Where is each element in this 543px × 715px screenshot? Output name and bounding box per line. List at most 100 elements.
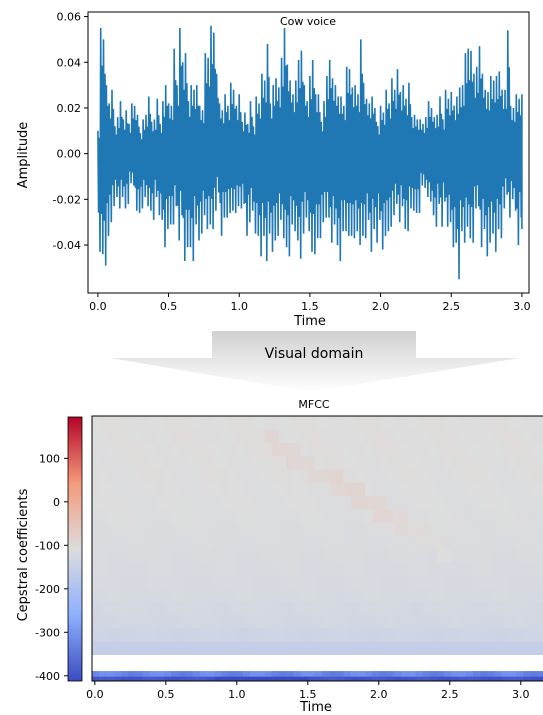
mfcc-cell [127,455,136,470]
mfcc-cell [480,522,488,536]
mfcc-cell [228,561,237,576]
mfcc-cell [257,614,265,629]
mfcc-cell [228,495,237,510]
mfcc-cell [106,641,115,655]
mfcc-cell [472,495,481,510]
mfcc-cell [357,548,366,563]
mfcc-cell [314,676,323,682]
mfcc-cell [537,508,543,523]
mfcc-cell [185,575,194,589]
mfcc-cell [422,469,431,483]
mfcc-cell [415,676,424,682]
mfcc-cell [99,442,107,457]
waveform-x-label: Time [293,314,326,329]
mfcc-cell [264,522,273,536]
mfcc-cell [199,671,208,677]
mfcc-cell [307,535,316,549]
mfcc-cell [415,614,424,629]
mfcc-cell [523,641,531,655]
mfcc-cell [365,641,373,655]
mfcc-cell [458,508,467,523]
mfcc-cell [357,588,366,602]
mfcc-cell [487,508,495,523]
mfcc-cell [257,628,265,642]
mfcc-cell [350,575,359,589]
mfcc-cell [192,495,201,510]
mfcc-cell [300,508,309,523]
mfcc-cell [336,548,345,563]
mfcc-cell [350,482,359,496]
mfcc-cell [530,535,539,549]
waveform-x-tick-label: 0.0 [89,300,107,313]
mfcc-cell [465,588,474,602]
mfcc-cell [379,641,388,655]
mfcc-cell [250,442,258,457]
mfcc-cell [458,429,467,443]
mfcc-cell [314,455,323,470]
mfcc-cell [393,676,402,682]
mfcc-cell [185,671,194,677]
mfcc-cell [120,575,129,589]
mfcc-cell [264,482,273,496]
mfcc-cell [480,508,488,523]
mfcc-cell [314,416,323,430]
mfcc-cell [516,416,524,430]
mfcc-cell [278,469,287,483]
mfcc-cell [199,442,208,457]
mfcc-cell [393,508,402,523]
mfcc-cell [113,508,122,523]
mfcc-cell [149,575,158,589]
mfcc-cell [163,469,172,483]
mfcc-cell [415,641,424,655]
mfcc-cell [372,442,380,457]
mfcc-cell [163,548,172,563]
mfcc-cell [530,522,539,536]
mfcc-cell [242,561,251,576]
mfcc-cell [451,561,460,576]
mfcc-cell [221,628,230,642]
mfcc-cell [523,628,531,642]
mfcc-cell [516,429,524,443]
mfcc-cell [192,416,201,430]
mfcc-cell [271,495,280,510]
mfcc-cell [228,416,237,430]
mfcc-cell [523,614,531,629]
waveform-title: Cow voice [280,15,336,28]
mfcc-cell [437,522,445,536]
mfcc-cell [336,469,345,483]
mfcc-cell [257,548,265,563]
mfcc-cell [458,535,467,549]
mfcc-cell [257,482,265,496]
mfcc-x-ticks: 0.0 0.5 1.0 1.5 2.0 2.5 3.0 [86,681,530,701]
mfcc-cell [178,601,186,616]
mfcc-cell [207,614,215,629]
mfcc-cell [307,601,316,616]
mfcc-cell [386,628,395,642]
mfcc-cell [530,469,539,483]
mfcc-cell [185,469,194,483]
mfcc-cell [329,442,337,457]
mfcc-cell [437,495,445,510]
mfcc-cell [228,601,237,616]
mfcc-cell [422,628,431,642]
waveform-x-tick-label: 1.5 [301,300,319,313]
mfcc-cell [278,671,287,677]
mfcc-cell [199,482,208,496]
mfcc-cell [329,588,337,602]
mfcc-cell [322,522,330,536]
mfcc-cell [516,469,524,483]
mfcc-cell [487,469,495,483]
mfcc-cell [278,429,287,443]
mfcc-cell [178,575,186,589]
mfcc-cell [99,522,107,536]
mfcc-cell [242,469,251,483]
mfcc-cell [221,455,230,470]
mfcc-cell [401,442,409,457]
mfcc-cell [386,535,395,549]
mfcc-cell [429,469,438,483]
mfcc-cell [149,641,158,655]
mfcc-cell [429,561,438,576]
mfcc-cell [314,522,323,536]
mfcc-cell [120,535,129,549]
mfcc-cell [487,455,495,470]
